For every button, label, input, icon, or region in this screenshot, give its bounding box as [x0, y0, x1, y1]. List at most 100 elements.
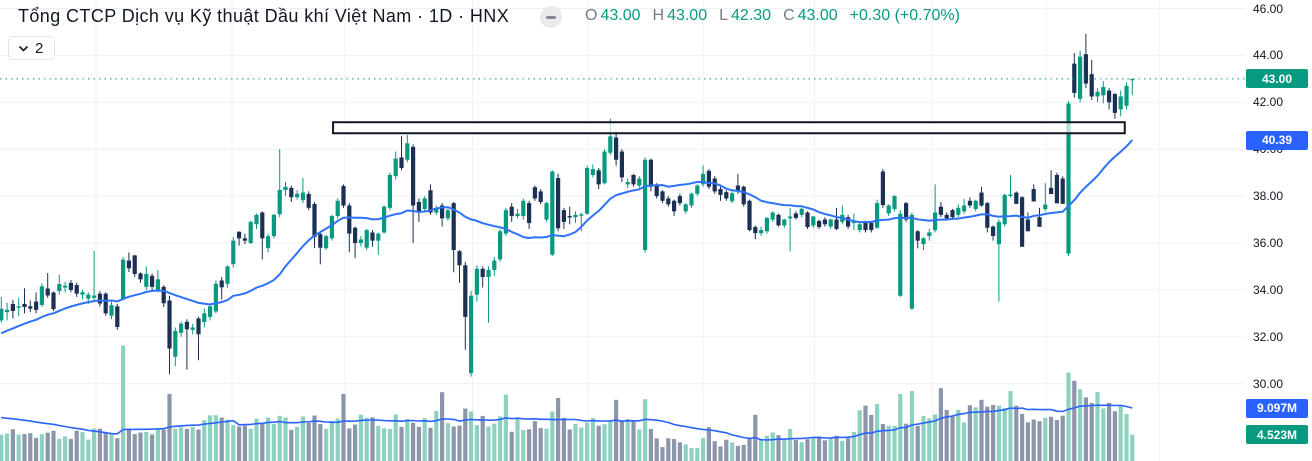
- candle-body: [950, 210, 955, 218]
- candle-body: [393, 158, 398, 177]
- candle-wick: [24, 288, 25, 314]
- volume-bar: [370, 417, 375, 461]
- ohlc-values: O 43.00 H 43.00 L 42.30 C 43.00 +0.30 (+0.70%): [585, 7, 960, 25]
- volume-bar: [103, 432, 108, 461]
- candle-body: [1002, 194, 1007, 225]
- volume-bar: [1112, 411, 1117, 461]
- candle-body: [515, 213, 520, 217]
- market-status-icon[interactable]: [540, 6, 562, 28]
- legend-collapse-button[interactable]: 2: [8, 36, 56, 60]
- price-axis-label: 36.00: [1253, 236, 1284, 250]
- volume-bar: [97, 428, 102, 461]
- volume-bar: [196, 429, 201, 461]
- volume-bar: [231, 425, 236, 461]
- candle-body: [248, 221, 253, 243]
- volume-bar: [967, 405, 972, 461]
- candle-body: [869, 222, 874, 231]
- volume-bar: [1008, 391, 1013, 461]
- volume-bar: [295, 426, 300, 461]
- candle-body: [324, 236, 329, 249]
- candle-body: [822, 219, 827, 225]
- volume-bar: [904, 423, 909, 461]
- candle-body: [260, 212, 265, 239]
- volume-bar: [944, 409, 949, 461]
- candle-body: [1107, 90, 1112, 103]
- candle-body: [654, 184, 659, 197]
- candle-body: [225, 266, 230, 284]
- volume-bar: [463, 408, 468, 461]
- candle-body: [295, 193, 300, 198]
- candle-body: [521, 200, 526, 217]
- candle-body: [1130, 78, 1135, 81]
- minus-icon: [546, 15, 556, 19]
- volume-bar: [1066, 372, 1071, 461]
- volume-bar: [718, 446, 723, 461]
- candle-body: [898, 213, 903, 296]
- candle-body: [509, 206, 514, 217]
- candle-body: [411, 146, 416, 206]
- candle-body: [1083, 54, 1088, 84]
- volume-bar: [237, 426, 242, 461]
- candle-body: [335, 200, 340, 217]
- volume-bar: [590, 418, 595, 461]
- volume-bar: [747, 438, 752, 461]
- candle-body: [1095, 91, 1100, 97]
- volume-bar: [648, 428, 653, 461]
- candle-body: [231, 240, 236, 265]
- candle-wick: [841, 205, 843, 225]
- candle-wick: [186, 319, 188, 370]
- volume-bar: [996, 405, 1001, 461]
- candle-body: [138, 273, 143, 280]
- volume-bar: [254, 418, 259, 461]
- volume-bar: [567, 429, 572, 461]
- volume-bar: [637, 429, 642, 461]
- candle-body: [683, 204, 688, 212]
- volume-bar: [300, 416, 305, 461]
- price-axis[interactable]: 46.0044.0042.0040.0038.0036.0034.0032.00…: [1245, 0, 1312, 461]
- volume-bar: [225, 419, 230, 461]
- volume-bar: [573, 423, 578, 461]
- volume-bar: [434, 410, 439, 461]
- candle-wick: [302, 178, 304, 204]
- candle-body: [735, 185, 740, 192]
- candle-body: [358, 239, 363, 243]
- candle-body: [759, 230, 764, 234]
- symbol-title[interactable]: Tổng CTCP Dịch vụ Kỹ thuật Dầu khí Việt …: [18, 6, 510, 26]
- candle-wick: [580, 212, 582, 232]
- legend-count: 2: [35, 39, 44, 57]
- candle-body: [793, 213, 798, 218]
- volume-bar: [875, 403, 880, 461]
- candle-body: [312, 204, 317, 237]
- volume-bar: [892, 426, 897, 461]
- rectangle-drawing[interactable]: [332, 121, 1126, 135]
- candle-body: [300, 192, 305, 201]
- candle-body: [979, 192, 984, 206]
- candle-body: [74, 284, 79, 294]
- candle-body: [1112, 94, 1117, 113]
- candle-body: [103, 293, 108, 314]
- candle-body: [97, 293, 102, 304]
- candle-body: [242, 238, 247, 241]
- volume-bar: [1107, 402, 1112, 461]
- volume-bar: [764, 435, 769, 461]
- candle-body: [660, 191, 665, 201]
- volume-bar: [1054, 420, 1059, 461]
- candle-body: [741, 186, 746, 205]
- candle-body: [938, 206, 943, 215]
- volume-bar: [701, 438, 706, 461]
- candle-body: [405, 143, 410, 160]
- candle-body: [474, 268, 479, 295]
- candle-body: [1060, 178, 1065, 204]
- volume-bar: [45, 432, 50, 461]
- volume-bar: [909, 391, 914, 461]
- candle-body: [730, 193, 735, 202]
- candle-body: [973, 200, 978, 209]
- volume-bar: [544, 428, 549, 461]
- candle-body: [619, 151, 624, 178]
- volume-bar: [68, 438, 73, 461]
- candle-body: [39, 286, 44, 305]
- volume-bar: [793, 439, 798, 461]
- volume-bar: [208, 415, 213, 461]
- volume-bar: [248, 428, 253, 461]
